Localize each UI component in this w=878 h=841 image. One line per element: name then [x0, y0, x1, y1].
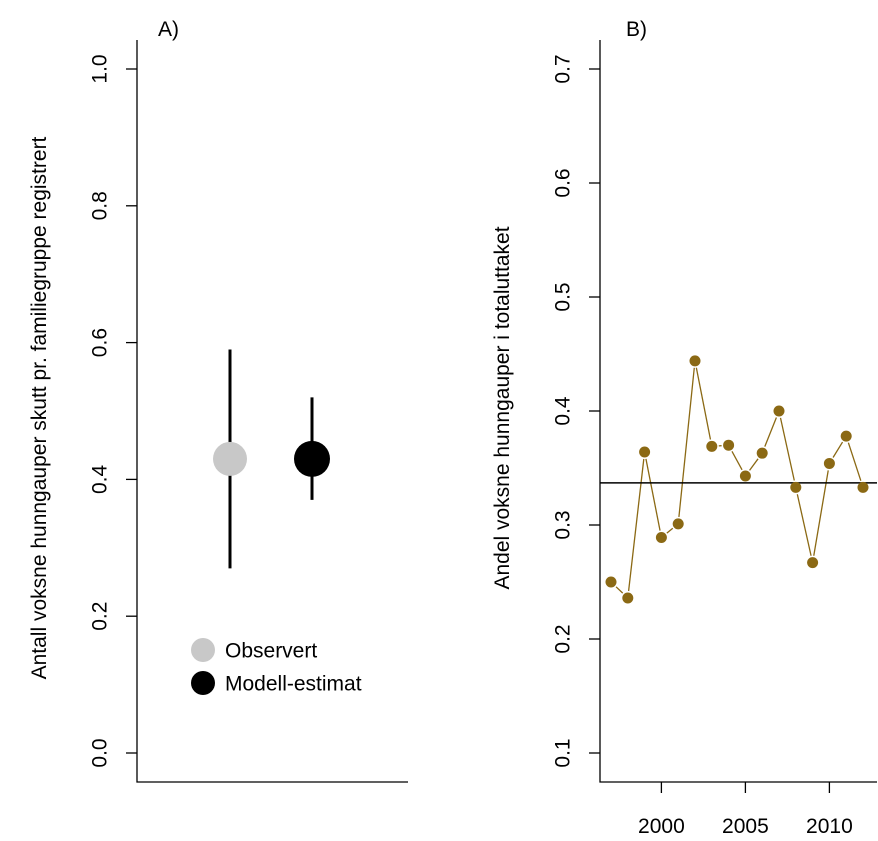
series-line-segment	[666, 527, 674, 534]
legend-marker	[191, 638, 215, 662]
panel-b-title: B)	[626, 18, 647, 41]
series-line-segment	[615, 586, 624, 594]
panel-b: B) Andel voksne hunngauper i totaluttake…	[491, 18, 877, 838]
data-point	[622, 592, 634, 604]
data-point	[655, 532, 667, 544]
series-line-segment	[796, 494, 812, 556]
series-line-segment	[627, 458, 645, 592]
y-tick-label: 0.8	[88, 191, 111, 220]
y-tick-label: 0.5	[551, 282, 574, 311]
x-tick-label: 2005	[722, 815, 769, 838]
y-tick-label: 0.7	[551, 54, 574, 83]
series-line-segment	[645, 458, 661, 531]
series-line-segment	[731, 451, 743, 471]
y-tick-label: 0.3	[551, 510, 574, 539]
series-line-segment	[749, 458, 759, 471]
y-tick-label: 0.1	[551, 738, 574, 767]
data-point	[807, 557, 819, 569]
series-line-segment	[847, 442, 862, 481]
panel-b-x-ticks: 2000 2005 2010	[638, 782, 853, 838]
data-point	[840, 430, 852, 442]
data-point	[857, 481, 869, 493]
data-point	[294, 440, 330, 477]
data-point	[689, 355, 701, 367]
series-line-segment	[779, 417, 795, 481]
legend-label: Observert	[225, 639, 317, 662]
panel-a-y-ticks: 0.0 0.2 0.4 0.6 0.8 1.0	[88, 54, 137, 768]
series-line-segment	[764, 417, 778, 447]
series-line-segment	[813, 470, 829, 556]
legend-marker	[191, 671, 215, 695]
y-tick-label: 0.6	[88, 328, 111, 357]
x-tick-label: 2010	[806, 815, 853, 838]
data-point	[790, 481, 802, 493]
panel-a: A) Antall voksne hunngauper skutt pr. fa…	[28, 18, 408, 783]
panel-b-axis-frame	[599, 40, 877, 783]
series-line-segment	[695, 367, 712, 440]
y-tick-label: 0.2	[551, 624, 574, 653]
legend-label: Modell-estimat	[225, 672, 362, 695]
data-point	[756, 447, 768, 459]
panel-a-title: A)	[158, 18, 179, 41]
panel-b-y-axis-label: Andel voksne hunngauper i totaluttaket	[491, 226, 514, 589]
y-tick-label: 0.0	[88, 738, 111, 767]
series-line-segment	[678, 367, 695, 517]
y-tick-label: 0.6	[551, 168, 574, 197]
data-point	[672, 518, 684, 530]
y-tick-label: 0.4	[551, 396, 574, 426]
y-tick-label: 0.2	[88, 602, 111, 631]
panel-a-marks	[213, 349, 330, 569]
data-point	[639, 446, 651, 458]
panel-a-y-axis-label: Antall voksne hunngauper skutt pr. famil…	[28, 136, 51, 679]
panel-a-axis-frame	[136, 40, 408, 783]
panel-a-legend: Observert Modell-estimat	[191, 638, 362, 695]
y-tick-label: 1.0	[88, 54, 111, 83]
y-tick-label: 0.4	[88, 464, 111, 494]
series-line-segment	[832, 441, 844, 458]
data-point	[706, 440, 718, 452]
data-point	[723, 439, 735, 451]
x-tick-label: 2000	[638, 815, 685, 838]
panel-b-marks	[600, 355, 877, 604]
data-point	[605, 576, 617, 588]
data-point	[739, 470, 751, 482]
data-point	[213, 441, 247, 476]
panel-b-y-ticks: 0.1 0.2 0.3 0.4 0.5 0.6 0.7	[551, 54, 600, 768]
data-point	[823, 457, 835, 469]
data-point	[773, 405, 785, 417]
